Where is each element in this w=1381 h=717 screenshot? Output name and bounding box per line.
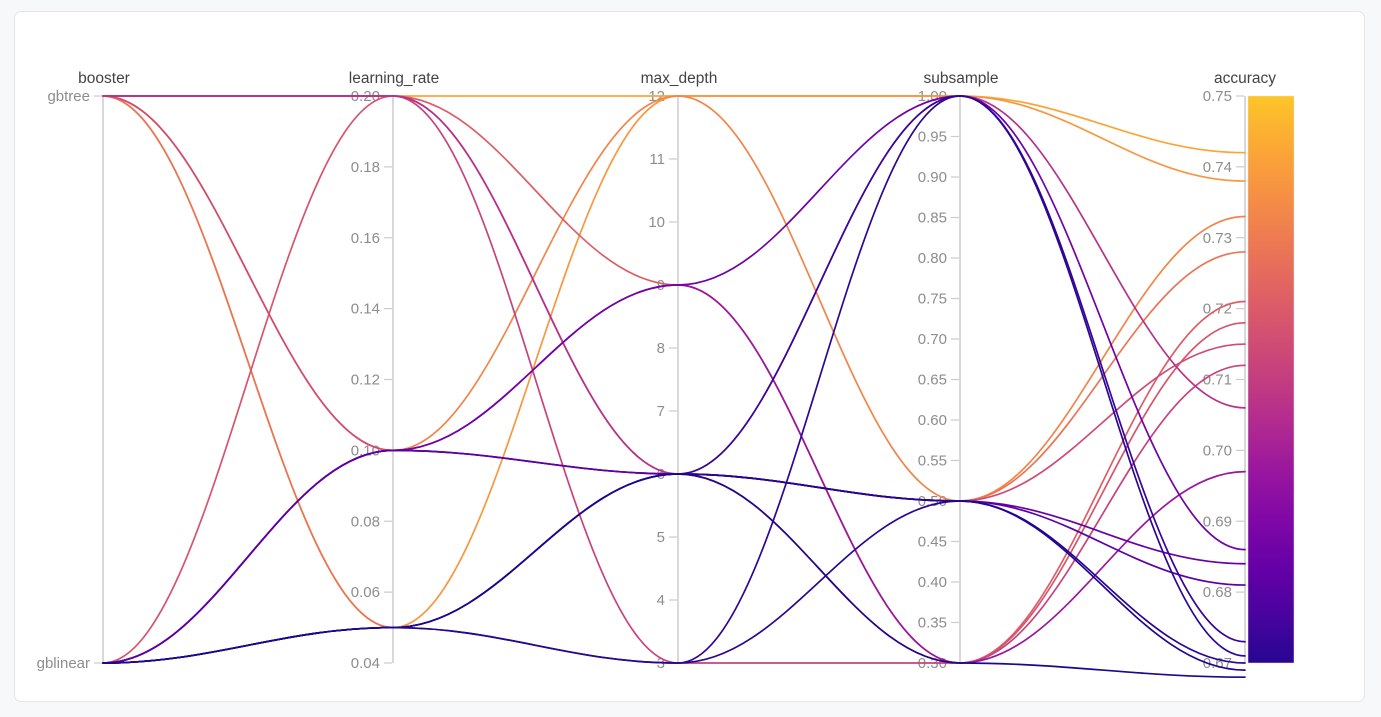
- tick-label: 0.75: [1203, 88, 1232, 105]
- trial-line: [102, 95, 1246, 664]
- tick-label: 0.90: [918, 169, 947, 186]
- axis-learning_rate: 0.200.180.160.140.120.100.080.060.04: [351, 88, 394, 672]
- trial-line: [102, 95, 1246, 664]
- tick-label: 0.18: [351, 159, 380, 176]
- tick-label: gblinear: [37, 655, 90, 672]
- tick-label: 0.40: [918, 574, 947, 591]
- tick-label: 0.12: [351, 372, 380, 389]
- tick-label: 0.60: [918, 412, 947, 429]
- trial-line: [102, 95, 1246, 664]
- tick-label: 0.50: [918, 493, 947, 510]
- tick-label: 0.75: [918, 291, 947, 308]
- trial-line: [102, 95, 1246, 664]
- axis-title-booster[interactable]: booster: [78, 70, 130, 87]
- axis-title-max-depth[interactable]: max_depth: [640, 70, 718, 87]
- tick-label: 0.73: [1203, 230, 1232, 247]
- trial-line: [102, 95, 1246, 664]
- tick-label: 0.35: [918, 615, 947, 632]
- tick-label: 0.14: [351, 301, 380, 318]
- tick-label: 0.80: [918, 250, 947, 267]
- trial-line: [102, 473, 1246, 679]
- tick-label: 0.06: [351, 584, 380, 601]
- tick-label: gbtree: [47, 88, 90, 105]
- tick-label: 7: [657, 403, 665, 420]
- tick-label: 0.65: [918, 372, 947, 389]
- tick-label: 0.70: [1203, 442, 1232, 459]
- tick-label: 0.08: [351, 513, 380, 530]
- tick-label: 0.70: [918, 331, 947, 348]
- plot-card: booster learning_rate max_depth subsampl…: [14, 11, 1365, 702]
- tick-label: 0.95: [918, 129, 947, 146]
- tick-label: 0.55: [918, 453, 947, 470]
- tick-label: 0.69: [1203, 513, 1232, 530]
- tick-label: 0.74: [1203, 159, 1232, 176]
- tick-label: 9: [657, 277, 665, 294]
- axis-accuracy: 0.750.740.730.720.710.700.690.680.67: [1203, 88, 1246, 672]
- trial-line: [102, 95, 1246, 664]
- tick-label: 0.04: [351, 655, 380, 672]
- tick-label: 0.10: [351, 442, 380, 459]
- tick-label: 0.71: [1203, 372, 1232, 389]
- axis-booster: gbtree gblinear: [37, 88, 104, 672]
- tick-label: 10: [648, 214, 665, 231]
- tick-label: 4: [657, 592, 665, 609]
- tick-label: 0.68: [1203, 584, 1232, 601]
- tick-label: 0.16: [351, 230, 380, 247]
- axis-title-subsample[interactable]: subsample: [923, 70, 999, 87]
- tick-label: 8: [657, 340, 665, 357]
- axis-subsample: 1.000.950.900.850.800.750.700.650.600.55…: [918, 88, 961, 672]
- axis-title-accuracy[interactable]: accuracy: [1213, 70, 1277, 87]
- tick-label: 5: [657, 529, 665, 546]
- tick-label: 0.85: [918, 210, 947, 227]
- tick-label: 0.45: [918, 534, 947, 551]
- axis-title-learning-rate[interactable]: learning_rate: [348, 70, 440, 87]
- colorbar-gradient: [1247, 95, 1295, 664]
- tick-label: 11: [649, 151, 665, 168]
